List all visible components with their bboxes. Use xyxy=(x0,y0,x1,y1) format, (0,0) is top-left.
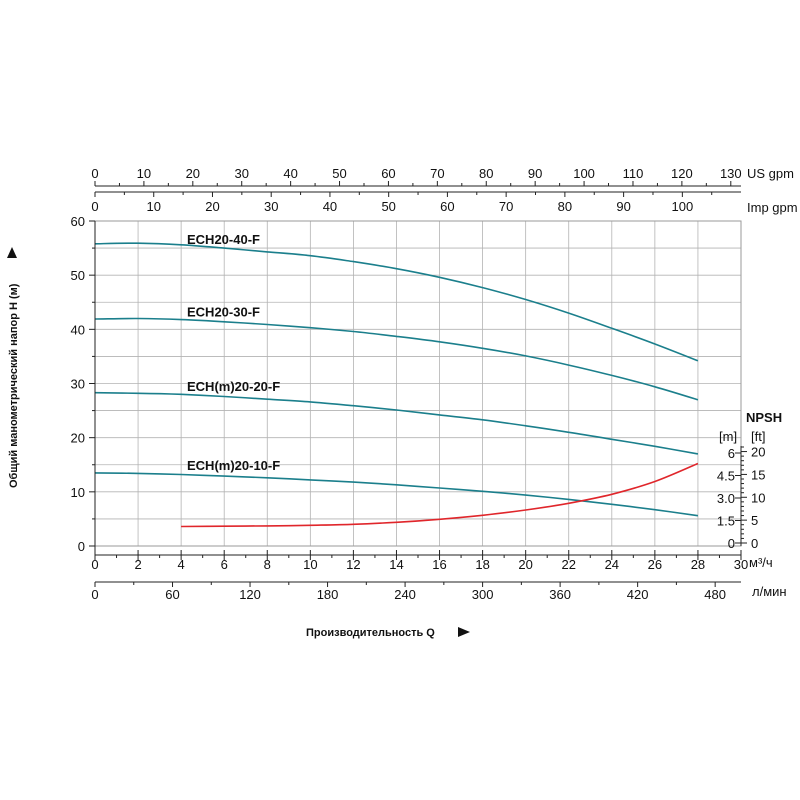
npsh-ft-tick-label: 15 xyxy=(751,467,765,482)
npsh-m-tick-label: 1.5 xyxy=(717,514,735,529)
imp-gpm-tick-label: 100 xyxy=(671,199,693,214)
us-gpm-tick-label: 50 xyxy=(332,166,346,181)
y-axis-title-arrow-icon xyxy=(7,247,17,258)
y-axis-title: Общий манометрический напор H (м) xyxy=(8,283,20,488)
flow-m3h-tick-label: 10 xyxy=(303,557,317,572)
us-gpm-axis-label: US gpm xyxy=(747,166,794,181)
flow-lmin-tick-label: 240 xyxy=(394,587,416,602)
imp-gpm-tick-label: 70 xyxy=(499,199,513,214)
curve-ech20-40-f xyxy=(94,242,699,362)
npsh-ft-tick-label: 5 xyxy=(751,513,758,528)
head-tick-label: 0 xyxy=(78,539,85,554)
us-gpm-tick-label: 120 xyxy=(671,166,693,181)
flow-lmin-tick-label: 480 xyxy=(704,587,726,602)
curve-ech-m-20-10-f xyxy=(94,472,699,517)
head-tick-label: 10 xyxy=(71,485,85,500)
head-tick-label: 40 xyxy=(71,322,85,337)
flow-lmin-tick-label: 360 xyxy=(549,587,571,602)
grid xyxy=(95,221,741,546)
npsh-m-tick-label: 0 xyxy=(728,536,735,551)
flow-m3h-tick-label: 14 xyxy=(389,557,403,572)
us-gpm-tick-label: 40 xyxy=(283,166,297,181)
us-gpm-tick-label: 70 xyxy=(430,166,444,181)
head-tick-label: 30 xyxy=(71,377,85,392)
flow-m3h-tick-label: 28 xyxy=(691,557,705,572)
head-tick-label: 20 xyxy=(71,431,85,446)
imp-gpm-tick-label: 50 xyxy=(381,199,395,214)
flow-m3h-tick-label: 18 xyxy=(475,557,489,572)
us-gpm-tick-label: 110 xyxy=(623,166,644,181)
flow-lmin-tick-label: 0 xyxy=(91,587,98,602)
npsh-ft-tick-label: 10 xyxy=(751,490,765,505)
us-gpm-tick-label: 20 xyxy=(186,166,200,181)
curve-ech-m-20-20-f xyxy=(94,391,699,455)
curve-npsh xyxy=(181,462,699,528)
us-gpm-tick-label: 130 xyxy=(720,166,742,181)
flow-m3h-tick-label: 22 xyxy=(561,557,575,572)
flow-lmin-axis-label: л/мин xyxy=(752,584,787,599)
imp-gpm-tick-label: 40 xyxy=(323,199,337,214)
curve-label-ech-m-20-20-f: ECH(m)20-20-F xyxy=(187,379,280,394)
us-gpm-tick-label: 30 xyxy=(234,166,248,181)
flow-lmin-tick-label: 60 xyxy=(165,587,179,602)
flow-m3h-axis-label: м³/ч xyxy=(749,555,773,570)
x-axis-title-arrow-icon xyxy=(458,627,470,637)
us-gpm-tick-label: 10 xyxy=(137,166,151,181)
x-axis-title: Производительность Q xyxy=(306,627,435,639)
npsh-m-tick-label: 3.0 xyxy=(717,491,735,506)
flow-m3h-tick-label: 8 xyxy=(264,557,271,572)
curve-label-ech20-30-f: ECH20-30-F xyxy=(187,304,260,319)
flow-m3h-tick-label: 30 xyxy=(734,557,748,572)
flow-m3h-tick-label: 6 xyxy=(221,557,228,572)
head-tick-label: 60 xyxy=(71,214,85,229)
curve-label-ech-m-20-10-f: ECH(m)20-10-F xyxy=(187,458,280,473)
curve-label-ech20-40-f: ECH20-40-F xyxy=(187,232,260,247)
npsh-axis-title: NPSH xyxy=(746,410,782,425)
npsh-m-tick-label: 6 xyxy=(728,446,735,461)
imp-gpm-tick-label: 20 xyxy=(205,199,219,214)
flow-lmin-tick-label: 300 xyxy=(472,587,494,602)
flow-m3h-tick-label: 4 xyxy=(178,557,185,572)
imp-gpm-tick-label: 80 xyxy=(558,199,572,214)
flow-lmin-tick-label: 420 xyxy=(627,587,649,602)
flow-m3h-tick-label: 20 xyxy=(518,557,532,572)
flow-m3h-tick-label: 24 xyxy=(605,557,619,572)
flow-m3h-tick-label: 2 xyxy=(134,557,141,572)
flow-lmin-tick-label: 120 xyxy=(239,587,261,602)
flow-m3h-tick-label: 12 xyxy=(346,557,360,572)
npsh-unit-ft: [ft] xyxy=(751,429,765,444)
npsh-ft-tick-label: 0 xyxy=(751,536,758,551)
imp-gpm-tick-label: 0 xyxy=(91,199,98,214)
npsh-ft-tick-label: 20 xyxy=(751,445,765,460)
flow-m3h-tick-label: 16 xyxy=(432,557,446,572)
npsh-m-tick-label: 4.5 xyxy=(717,469,735,484)
flow-m3h-tick-label: 26 xyxy=(648,557,662,572)
us-gpm-tick-label: 90 xyxy=(528,166,542,181)
imp-gpm-tick-label: 10 xyxy=(147,199,161,214)
us-gpm-tick-label: 100 xyxy=(573,166,595,181)
head-tick-label: 50 xyxy=(71,268,85,283)
us-gpm-tick-label: 80 xyxy=(479,166,493,181)
flow-lmin-tick-label: 180 xyxy=(317,587,339,602)
curves: ECH20-40-F ECH20-30-F ECH(m)20-20-F ECH(m)2… xyxy=(94,232,699,528)
npsh-unit-m: [m] xyxy=(719,429,737,444)
us-gpm-tick-label: 0 xyxy=(91,166,98,181)
curve-ech20-30-f xyxy=(94,317,699,401)
flow-m3h-tick-label: 0 xyxy=(91,557,98,572)
imp-gpm-tick-label: 60 xyxy=(440,199,454,214)
imp-gpm-axis-label: Imp gpm xyxy=(747,200,798,215)
imp-gpm-tick-label: 90 xyxy=(616,199,630,214)
imp-gpm-tick-label: 30 xyxy=(264,199,278,214)
us-gpm-tick-label: 60 xyxy=(381,166,395,181)
